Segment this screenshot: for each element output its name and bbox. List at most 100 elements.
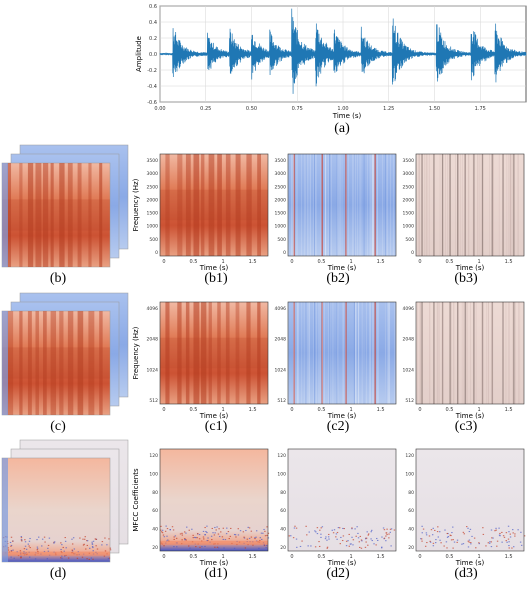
mfcc-dot	[463, 533, 465, 535]
heatmap-noise-line	[436, 302, 438, 404]
heatmap-noise-line	[369, 154, 371, 256]
mfcc-dot	[43, 536, 46, 538]
mfcc-dot	[47, 550, 50, 552]
mfcc-dot	[318, 545, 321, 548]
heatmap-xtick-label: 0	[418, 407, 421, 413]
mfcc-dot	[320, 527, 322, 529]
mfcc-dot	[328, 533, 330, 536]
mfcc-dot	[188, 545, 190, 547]
mfcc-dot	[254, 538, 256, 540]
heatmap-noise-line	[337, 302, 339, 404]
mfcc-dot	[96, 548, 99, 550]
mfcc-dot	[389, 531, 392, 533]
heatmap-stripe	[513, 302, 515, 404]
mfcc-dot	[390, 545, 392, 547]
caption-b1: (b1)	[204, 271, 228, 286]
mfcc-dot	[12, 540, 14, 542]
mfcc-dot	[335, 533, 338, 535]
caption-b2: (b2)	[326, 271, 350, 286]
mfcc-dot	[503, 536, 506, 538]
mfcc-dot	[34, 558, 37, 560]
mfcc-dot	[161, 529, 164, 531]
mfcc-dot	[103, 555, 106, 557]
mfcc-dot	[10, 545, 12, 547]
mfcc-dot	[92, 558, 94, 560]
mfcc-dot	[467, 540, 469, 542]
heatmap-noise-line	[292, 154, 294, 256]
heatmap-noise-line	[505, 302, 507, 404]
mfcc-dot	[188, 529, 190, 531]
mfcc-dot	[160, 529, 162, 531]
mfcc-dot	[492, 537, 494, 539]
mfcc-dot	[388, 533, 390, 535]
mfcc-dot	[360, 547, 363, 549]
heatmap-ytick-label: 100	[405, 471, 414, 477]
heatmap-xtick-label: 0.5	[318, 259, 326, 265]
mfcc-dot	[452, 539, 454, 541]
mfcc-dot	[64, 555, 66, 557]
heatmap-noise-line	[510, 154, 511, 256]
heatmap-stripe	[385, 302, 387, 404]
mfcc-dot	[247, 526, 249, 528]
mfcc-dot	[29, 537, 31, 540]
mfcc-dot	[234, 534, 237, 536]
mfcc-dot	[193, 536, 196, 539]
mfcc-dot	[496, 540, 499, 542]
mfcc-dot	[383, 529, 386, 531]
mfcc-dot	[82, 544, 85, 546]
heatmap-xtick-label: 1	[221, 407, 224, 413]
mfcc-dot	[390, 528, 393, 530]
heatmap-noise-line	[480, 154, 482, 256]
mfcc-dot	[29, 547, 31, 549]
heatmap-xtick-label: 1	[477, 554, 480, 560]
heatmap-ytick-label: 1000	[147, 224, 159, 230]
heatmap-frame-c3	[415, 301, 525, 405]
mfcc-dot	[499, 532, 501, 535]
heatmap-stripe	[336, 302, 338, 404]
mfcc-dot	[217, 547, 220, 549]
mfcc-dot	[357, 537, 360, 539]
heatmap-noise-line	[381, 154, 383, 256]
heatmap-noise-line	[359, 154, 361, 256]
mfcc-dot	[242, 531, 245, 533]
heatmap-noise-line	[355, 302, 357, 404]
mfcc-dot	[20, 556, 22, 558]
mfcc-dot	[10, 550, 13, 552]
mfcc-dot	[47, 547, 49, 549]
waveform-xtick-label: 0.75	[292, 106, 303, 112]
heatmap-noise-line	[328, 154, 329, 256]
mfcc-dot	[470, 541, 472, 544]
caption-b: (b)	[49, 271, 67, 286]
mfcc-dot	[179, 533, 182, 535]
heatmap-stripe	[363, 154, 365, 256]
caption-d: (d)	[49, 566, 67, 581]
heatmap-xtick-label: 1.5	[377, 407, 385, 413]
mfcc-dot	[109, 549, 112, 551]
heatmap-noise-line	[322, 302, 323, 404]
heatmap-ytick-label: 20	[152, 545, 158, 551]
mfcc-dot	[95, 538, 97, 540]
mfcc-dot	[520, 531, 522, 533]
mfcc-dot	[198, 538, 201, 540]
heatmap-noise-line	[342, 302, 344, 404]
caption-d2: (d2)	[326, 566, 350, 581]
heatmap-noise-line	[378, 302, 380, 404]
heatmap-noise-line	[377, 154, 378, 256]
mfcc-dot	[383, 537, 386, 539]
heatmap-noise-line	[296, 154, 297, 256]
heatmap-noise-line	[502, 302, 504, 404]
heatmap-stripe	[353, 302, 355, 404]
mfcc-dot	[351, 536, 353, 538]
mfcc-dot	[71, 549, 73, 551]
mfcc-dot	[462, 543, 465, 545]
mfcc-dot	[508, 544, 510, 547]
heatmap-noise-line	[462, 154, 463, 256]
heatmap-noise-line	[468, 154, 469, 256]
heatmap-noise-line	[366, 302, 367, 404]
caption-a: (a)	[334, 121, 350, 136]
caption-c3: (c3)	[454, 419, 478, 434]
mfcc-dot	[501, 541, 503, 543]
mfcc-dot	[307, 545, 309, 547]
mfcc-dot	[12, 549, 14, 551]
heatmap-ytick-label: 2500	[403, 184, 415, 190]
